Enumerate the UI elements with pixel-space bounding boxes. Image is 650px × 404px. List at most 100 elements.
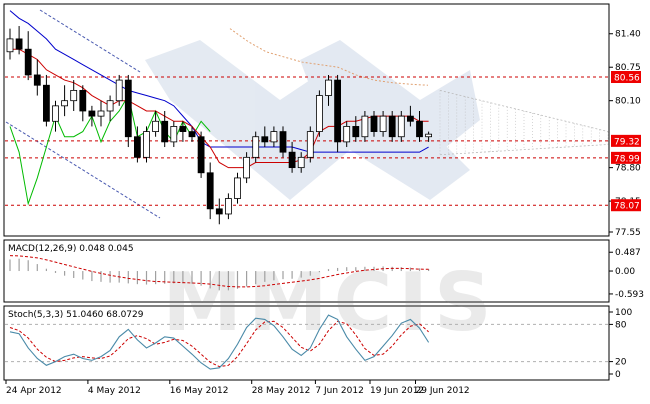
candle bbox=[43, 74, 50, 127]
candle-body-bull bbox=[61, 100, 68, 107]
stoch-layer: 100 80 20 0 bbox=[5, 308, 632, 380]
candle bbox=[352, 116, 360, 142]
candle bbox=[425, 131, 433, 142]
candle-body-bull bbox=[325, 79, 332, 96]
candle-body-bear bbox=[215, 208, 223, 215]
candle-body-bull bbox=[6, 38, 14, 53]
candle bbox=[52, 100, 59, 132]
candle-body-bull bbox=[361, 115, 369, 138]
price-panel-frame bbox=[3, 3, 610, 237]
candle-body-bear bbox=[161, 120, 169, 143]
candle bbox=[161, 110, 169, 148]
candle-body-bear bbox=[279, 131, 287, 153]
candle-body-bull bbox=[252, 136, 260, 158]
candle bbox=[252, 131, 260, 163]
macd-tick-label: 0.487 bbox=[615, 248, 641, 258]
candle-body-bull bbox=[315, 95, 323, 132]
candle-body-bull bbox=[143, 131, 150, 158]
stoch-main-line bbox=[9, 314, 430, 370]
candle-body-bear bbox=[133, 136, 141, 158]
x-tick-label: 29 Jun 2012 bbox=[416, 386, 470, 396]
x-tick-label: 7 Jun 2012 bbox=[315, 386, 363, 396]
candle-body-bear bbox=[370, 115, 378, 132]
candle bbox=[143, 126, 150, 163]
candle-body-bear bbox=[15, 38, 23, 50]
candle-body-bull bbox=[115, 79, 123, 102]
candle bbox=[370, 110, 378, 137]
candle bbox=[297, 152, 305, 173]
candle-body-bear bbox=[352, 126, 360, 138]
candle-body-bull bbox=[243, 156, 251, 179]
price-layer: 81.4080.7580.1078.8078.1577.5580.5679.32… bbox=[5, 9, 641, 238]
candle-body-bear bbox=[288, 151, 296, 169]
macd-panel-frame bbox=[3, 239, 610, 303]
x-axis: 24 Apr 2012 4 May 2012 16 May 2012 28 May 2… bbox=[5, 380, 470, 396]
watermark-text: MMCIS bbox=[162, 256, 497, 349]
candle bbox=[106, 95, 114, 122]
candle bbox=[288, 141, 296, 173]
tenkan-line bbox=[10, 48, 429, 169]
macd-tick-label: 0.00 bbox=[615, 267, 635, 277]
price-tick-label: 80.75 bbox=[615, 63, 641, 73]
candle-body-bear bbox=[88, 110, 96, 117]
candle bbox=[179, 121, 187, 142]
candle bbox=[215, 198, 223, 225]
candle-body-bull bbox=[152, 120, 160, 132]
candle bbox=[188, 126, 196, 142]
candle bbox=[406, 105, 414, 127]
candle bbox=[325, 74, 332, 106]
stoch-tick-label: 100 bbox=[615, 308, 632, 318]
candle-body-bear bbox=[188, 131, 196, 138]
candle bbox=[343, 121, 351, 148]
candle bbox=[261, 126, 269, 148]
candle bbox=[243, 152, 251, 184]
candle-body-bull bbox=[106, 100, 114, 112]
senkou-b-history bbox=[229, 28, 429, 86]
candle-body-bull bbox=[343, 126, 351, 143]
candle-body-bear bbox=[388, 115, 396, 138]
candle bbox=[397, 110, 405, 142]
level-label-box bbox=[611, 199, 641, 212]
candle-body-bull bbox=[397, 115, 405, 138]
level-label-box bbox=[611, 71, 641, 84]
candle-body-bear bbox=[33, 74, 41, 86]
level-label-box bbox=[611, 134, 641, 147]
trend-line-lower bbox=[5, 121, 161, 219]
candle bbox=[79, 85, 87, 122]
candle-body-bull bbox=[52, 105, 59, 122]
candle bbox=[152, 110, 160, 137]
candle-body-bull bbox=[97, 110, 105, 117]
x-tick-label: 19 Jun 2012 bbox=[370, 386, 424, 396]
candle bbox=[234, 172, 241, 204]
candle-body-bear bbox=[124, 79, 132, 138]
candle-body-bear bbox=[406, 115, 414, 122]
level-label: 79.32 bbox=[614, 137, 640, 147]
senkou-a-line bbox=[439, 90, 609, 132]
candle-body-bull bbox=[70, 89, 78, 102]
level-label: 78.07 bbox=[614, 202, 640, 212]
x-tick-label: 28 May 2012 bbox=[252, 386, 311, 396]
candle-body-bear bbox=[79, 89, 87, 112]
candle-body-bear bbox=[179, 126, 187, 132]
candle-body-bear bbox=[24, 48, 32, 76]
candle-body-bear bbox=[261, 136, 269, 143]
stoch-tick-label: 20 bbox=[615, 358, 627, 368]
x-tick-label: 4 May 2012 bbox=[88, 386, 141, 396]
candle bbox=[170, 121, 178, 148]
candle-body-bear bbox=[43, 84, 50, 122]
price-tick-label: 81.40 bbox=[615, 30, 641, 40]
candle bbox=[88, 105, 96, 127]
macd-signal-line bbox=[9, 255, 429, 288]
candle bbox=[306, 126, 314, 163]
candle bbox=[334, 74, 342, 153]
price-tick-label: 78.80 bbox=[615, 164, 641, 174]
candle bbox=[315, 90, 323, 137]
candle bbox=[197, 131, 205, 178]
price-tick-label: 80.10 bbox=[615, 97, 641, 107]
candle bbox=[361, 110, 369, 142]
kijun-line bbox=[9, 10, 429, 153]
candle bbox=[206, 162, 214, 220]
candle-body-bear bbox=[206, 172, 214, 210]
price-tick-label: 77.55 bbox=[615, 228, 641, 238]
